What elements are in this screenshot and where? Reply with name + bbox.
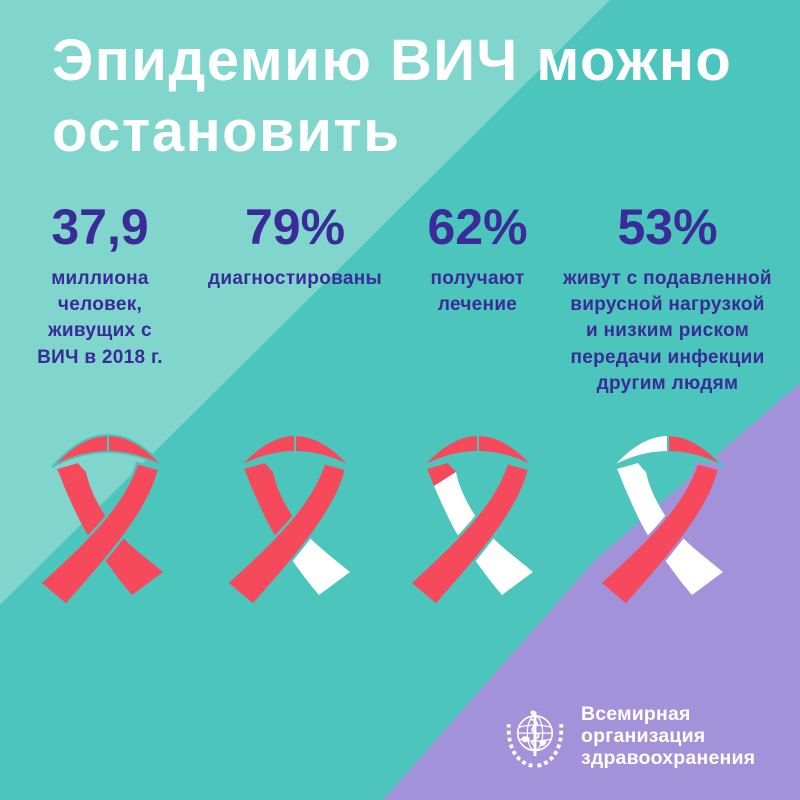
stat-diagnosed: 79% диагностированы — [200, 202, 390, 397]
ribbons-row — [0, 413, 800, 613]
stats-row: 37,9 миллиона человек, живущих с ВИЧ в 2… — [0, 202, 800, 397]
awareness-ribbon-icon — [565, 413, 800, 613]
ribbon-53-percent — [597, 433, 725, 607]
stat-value: 79% — [244, 199, 346, 255]
stat-label: диагностированы — [207, 268, 382, 289]
awareness-ribbon-icon — [0, 413, 200, 613]
awareness-ribbon-icon — [200, 413, 390, 613]
stat-value: 62% — [427, 199, 528, 255]
page-title: Эпидемию ВИЧ можно остановить — [52, 28, 733, 164]
stat-label: получают лечение — [430, 268, 525, 316]
stat-label: миллиона человек, живущих с ВИЧ в 2018 г… — [37, 268, 163, 368]
awareness-ribbon-icon — [390, 413, 565, 613]
who-logo-icon — [506, 710, 564, 768]
ribbon-37-9-million — [38, 433, 165, 607]
ribbon-79-percent — [225, 433, 352, 607]
stat-people-living-with-hiv: 37,9 миллиона человек, живущих с ВИЧ в 2… — [0, 202, 200, 397]
who-org-name: Всемирная организация здравоохранения — [580, 703, 756, 769]
stat-value: 53% — [617, 199, 718, 255]
stat-virally-suppressed: 53% живут с подавленной вирусной нагрузк… — [550, 202, 785, 397]
stat-value: 37,9 — [51, 199, 149, 255]
stat-label: живут с подавленной вирусной нагрузкой и… — [563, 268, 772, 394]
ribbon-62-percent — [407, 433, 535, 607]
stat-on-treatment: 62% получают лечение — [390, 202, 565, 397]
who-footer: Всемирная организация здравоохранения — [503, 702, 800, 772]
